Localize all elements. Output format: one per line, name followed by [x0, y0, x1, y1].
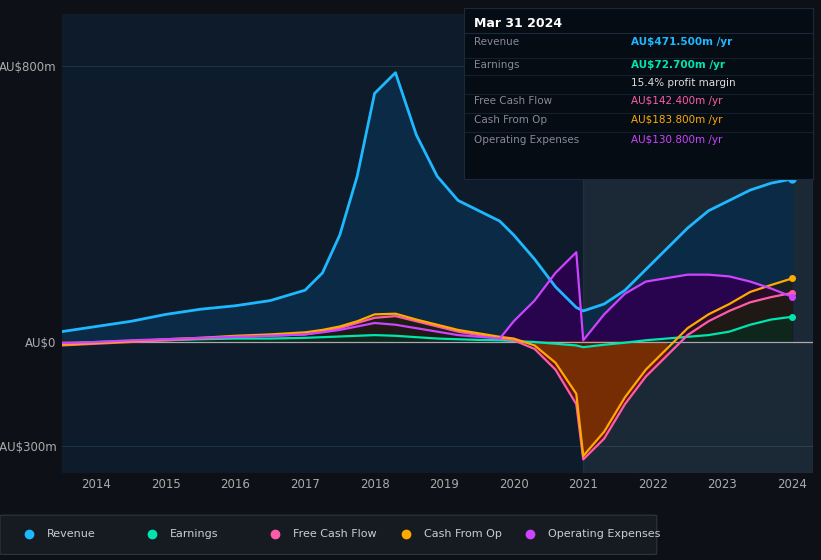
- Text: Revenue: Revenue: [47, 529, 95, 539]
- Text: Mar 31 2024: Mar 31 2024: [475, 17, 562, 30]
- Text: Earnings: Earnings: [475, 60, 520, 69]
- Text: Cash From Op: Cash From Op: [475, 115, 548, 125]
- Text: Operating Expenses: Operating Expenses: [475, 135, 580, 145]
- Text: Operating Expenses: Operating Expenses: [548, 529, 660, 539]
- Text: AU$142.400m /yr: AU$142.400m /yr: [631, 96, 722, 105]
- Text: AU$72.700m /yr: AU$72.700m /yr: [631, 60, 725, 69]
- Text: Cash From Op: Cash From Op: [424, 529, 502, 539]
- Text: Free Cash Flow: Free Cash Flow: [293, 529, 377, 539]
- Text: 15.4% profit margin: 15.4% profit margin: [631, 78, 736, 87]
- Text: AU$183.800m /yr: AU$183.800m /yr: [631, 115, 722, 125]
- Text: Revenue: Revenue: [475, 38, 520, 48]
- FancyBboxPatch shape: [0, 515, 657, 554]
- Text: Earnings: Earnings: [170, 529, 218, 539]
- Text: AU$471.500m /yr: AU$471.500m /yr: [631, 38, 732, 48]
- Text: Free Cash Flow: Free Cash Flow: [475, 96, 553, 105]
- Bar: [583, 14, 813, 473]
- Text: AU$130.800m /yr: AU$130.800m /yr: [631, 135, 722, 145]
